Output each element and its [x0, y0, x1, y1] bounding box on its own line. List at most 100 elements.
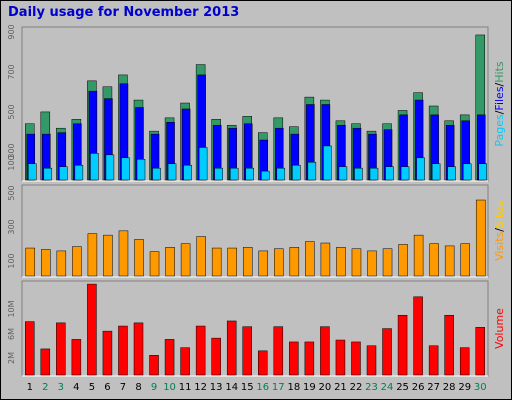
day-label: 25 [396, 382, 409, 393]
bar-visits [289, 247, 300, 277]
day-label: 4 [73, 382, 79, 393]
bar-visits [320, 242, 331, 277]
day-label: 16 [256, 382, 269, 393]
bar-visits [149, 251, 160, 277]
bar-pages [416, 157, 425, 181]
panel-hits-box [21, 26, 489, 182]
day-label: 22 [350, 382, 363, 393]
day-label: 7 [120, 382, 126, 393]
bar-volume [397, 314, 408, 376]
bar-volume [195, 325, 206, 376]
day-label: 27 [427, 382, 440, 393]
bar-volume [335, 339, 346, 376]
bar-volume [25, 321, 35, 376]
bar-pages [198, 147, 208, 181]
bar-visits [274, 248, 284, 277]
bar-visits [180, 243, 191, 277]
bar-volume [149, 355, 159, 376]
legend-entry: Hits [493, 61, 506, 83]
bar-volume [242, 326, 252, 376]
bar-volume [366, 345, 377, 376]
bar-pages [385, 166, 394, 181]
bar-visits [134, 239, 144, 277]
day-label: 14 [225, 382, 238, 393]
bar-visits [56, 250, 67, 277]
bar-pages [292, 164, 301, 181]
bar-pages [447, 166, 456, 181]
ytick-label: 500 [7, 104, 16, 119]
ytick-label: 6M [7, 328, 16, 340]
legend-entry: Pages [493, 114, 506, 147]
legend-entry: Files [493, 86, 506, 110]
bar-pages [431, 163, 441, 181]
day-label: 19 [303, 382, 316, 393]
day-label: 10 [163, 382, 176, 393]
day-label: 8 [135, 382, 141, 393]
legend-entry: / [493, 82, 506, 86]
bar-pages [400, 166, 410, 181]
day-label: 12 [194, 382, 207, 393]
bar-pages [369, 167, 379, 181]
bar-pages [59, 166, 68, 181]
bar-pages [183, 164, 192, 181]
day-label: 2 [42, 382, 48, 393]
bar-volume [289, 341, 299, 376]
day-label: 21 [334, 382, 347, 393]
bar-visits [305, 241, 315, 277]
chart-title: Daily usage for November 2013 [8, 5, 240, 20]
bar-visits [351, 248, 362, 277]
bar-volume [56, 322, 66, 376]
bar-pages [229, 167, 239, 181]
bar-visits [196, 236, 206, 277]
day-label: 11 [179, 382, 192, 393]
day-label: 5 [89, 382, 95, 393]
legend-entry: Volume [493, 308, 506, 349]
bar-pages [136, 159, 146, 181]
day-label: 29 [458, 382, 471, 393]
bar-volume [459, 347, 470, 376]
bar-pages [90, 153, 99, 181]
bar-volume [413, 296, 423, 376]
ytick-label: 10M [7, 300, 16, 317]
bar-pages [105, 154, 115, 181]
bar-pages [121, 157, 130, 181]
bar-visits [165, 247, 175, 277]
bar-visits [72, 246, 82, 277]
ytick-label: 700 [7, 64, 16, 79]
bar-volume [211, 337, 221, 376]
day-label: 13 [210, 382, 223, 393]
ytick-label: 900 [7, 24, 16, 39]
bar-visits [25, 247, 36, 277]
day-label: 18 [287, 382, 300, 393]
bar-volume [118, 325, 128, 376]
bar-volume [258, 350, 268, 376]
day-label: 26 [412, 382, 425, 393]
bar-pages [214, 167, 223, 181]
bar-visits [429, 243, 439, 277]
day-label: 20 [319, 382, 332, 393]
bar-visits [336, 247, 346, 277]
legend-hits: Pages/Files/Hits [493, 61, 506, 147]
day-label: 24 [381, 382, 394, 393]
ytick-label: 500 [7, 185, 16, 200]
bar-visits [118, 230, 129, 277]
bar-visits [382, 248, 393, 277]
bar-volume [180, 347, 190, 376]
day-label: 17 [272, 382, 285, 393]
bar-volume [351, 341, 361, 376]
bar-visits [367, 250, 377, 277]
bar-volume [475, 327, 485, 376]
bar-pages [28, 163, 37, 181]
ytick-label: 300 [7, 219, 16, 234]
day-label: 15 [241, 382, 254, 393]
bar-pages [74, 164, 84, 181]
bar-volume [87, 283, 97, 376]
day-label: 23 [365, 382, 378, 393]
day-label: 3 [58, 382, 64, 393]
bar-visits [227, 247, 237, 277]
bar-volume [102, 330, 113, 376]
legend-entry: / [493, 228, 506, 232]
legend-entry: Visits [493, 231, 506, 260]
bar-volume [382, 328, 392, 376]
bar-visits [87, 233, 98, 277]
